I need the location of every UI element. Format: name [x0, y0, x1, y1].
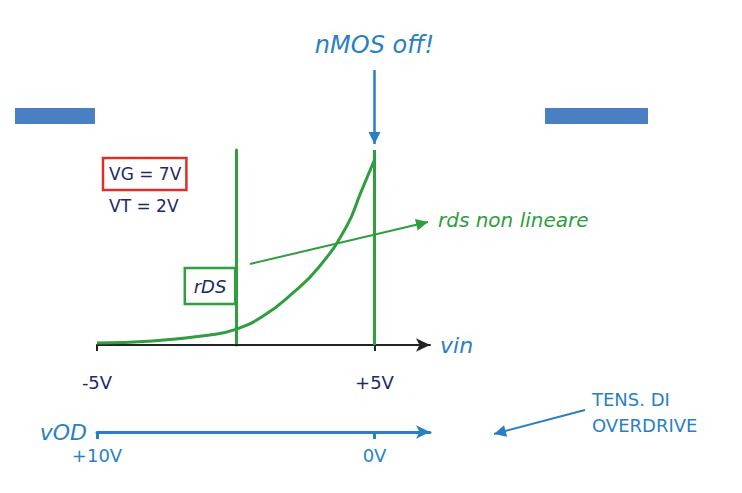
- svg-text:VT = 2V: VT = 2V: [109, 196, 179, 216]
- svg-text:+10V: +10V: [72, 445, 123, 466]
- svg-text:VG = 7V: VG = 7V: [109, 164, 182, 184]
- svg-text:OVERDRIVE: OVERDRIVE: [592, 415, 697, 436]
- svg-text:rds non lineare: rds non lineare: [438, 208, 589, 232]
- svg-text:TENS. DI: TENS. DI: [591, 389, 670, 410]
- svg-text:rDS: rDS: [194, 276, 227, 297]
- svg-text:nMOS off!: nMOS off!: [315, 31, 434, 59]
- svg-text:vOD: vOD: [40, 420, 87, 445]
- svg-text:vin: vin: [440, 333, 473, 358]
- svg-text:-5V: -5V: [82, 372, 113, 393]
- svg-text:+5V: +5V: [355, 372, 395, 393]
- svg-text:0V: 0V: [363, 445, 387, 466]
